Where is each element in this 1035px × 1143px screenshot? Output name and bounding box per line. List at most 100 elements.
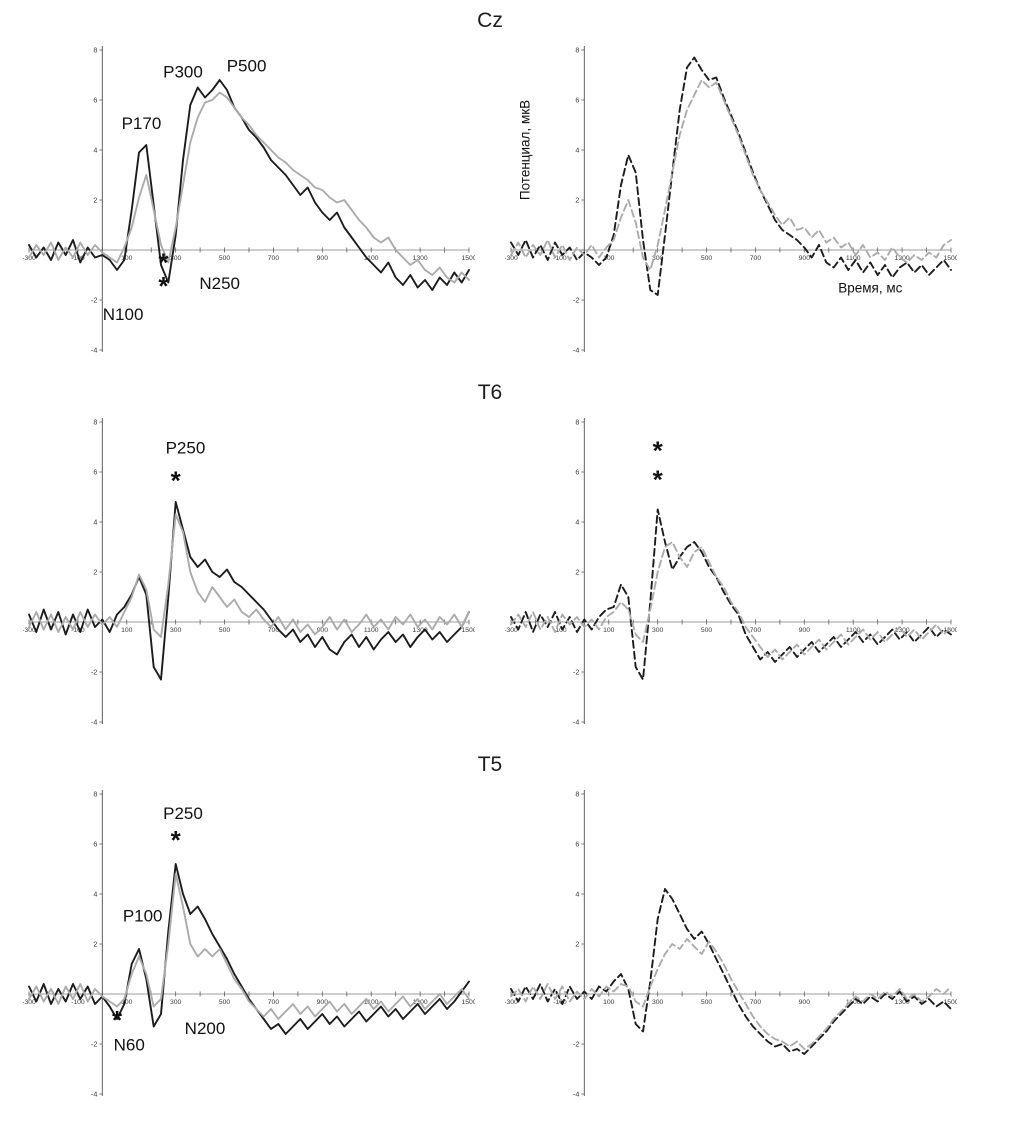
significance-asterisk: * bbox=[171, 466, 182, 496]
y-tick-label: 8 bbox=[93, 417, 97, 426]
y-tick-label: 2 bbox=[93, 939, 97, 948]
x-tick-label: -300 bbox=[23, 627, 36, 634]
x-tick-label: 900 bbox=[317, 627, 329, 634]
t6-left-series-black bbox=[28, 501, 470, 681]
annotation-label: P170 bbox=[122, 114, 162, 133]
t6-right-plot: -300 -100 100 300 500 700 900 1100 1300 15008642-… bbox=[504, 417, 959, 726]
cz-left-series-gray bbox=[28, 91, 470, 284]
y-tick-label: -2 bbox=[91, 1039, 97, 1048]
chart-cz-right: -300 -100 100 300 500 700 900 1100 1300 1500 8 6 4 2-… bbox=[504, 38, 959, 370]
t5-left-plot: -300 -100 100 300 500 700 900 1100 1300 15008642-… bbox=[22, 789, 477, 1098]
x-tick-label: 1100 bbox=[364, 999, 379, 1006]
cz-right-plot: -300 -100 100 300 500 700 900 1100 1300 15008642-… bbox=[504, 45, 959, 354]
x-tick-label: 1100 bbox=[364, 627, 379, 634]
y-tick-label: 4 bbox=[575, 517, 579, 526]
x-tick-label: 900 bbox=[799, 999, 811, 1006]
x-tick-label: 700 bbox=[268, 255, 280, 262]
y-tick-label: 6 bbox=[575, 839, 579, 848]
x-tick-label: 900 bbox=[799, 627, 811, 634]
x-tick-label: 1500 bbox=[943, 999, 957, 1006]
y-tick-label: -4 bbox=[91, 345, 97, 354]
x-tick-label: 300 bbox=[170, 999, 182, 1006]
x-tick-label: 1500 bbox=[943, 627, 957, 634]
x-tick-label: 100 bbox=[603, 999, 615, 1006]
annotation-label: N100 bbox=[103, 305, 144, 324]
t6-right-series-black bbox=[510, 508, 952, 681]
chart-t6-left: -300 -100 100 300 500 700 900 1100 1300 1500 8 6 4 2 -… bbox=[22, 410, 477, 742]
y-tick-label: -4 bbox=[573, 345, 579, 354]
y-tick-label: 2 bbox=[93, 195, 97, 204]
y-tick-label: -4 bbox=[91, 1089, 97, 1098]
y-tick-label: 2 bbox=[575, 567, 579, 576]
t6-left-plot: -300 -100 100 300 500 700 900 1100 1300 1500 8 6 4 2 -… bbox=[22, 417, 477, 726]
y-tick-label: 2 bbox=[575, 939, 579, 948]
x-tick-label: 700 bbox=[268, 627, 280, 634]
x-tick-label: 100 bbox=[603, 255, 615, 262]
x-tick-label: 100 bbox=[121, 627, 133, 634]
y-tick-label: -2 bbox=[573, 295, 579, 304]
x-tick-label: 500 bbox=[701, 999, 713, 1006]
x-tick-label: 1100 bbox=[846, 627, 861, 634]
x-tick-label: 300 bbox=[170, 627, 182, 634]
y-tick-label: 8 bbox=[575, 45, 579, 54]
x-tick-label: -100 bbox=[553, 999, 567, 1006]
x-tick-label: 1100 bbox=[846, 255, 861, 262]
annotation-label: N200 bbox=[185, 1019, 226, 1038]
annotation-label: Потенциал, мкВ bbox=[517, 100, 532, 200]
panels-t6: -300 -100 100 300 500 700 900 1100 1300 1500 8 6 4 2 -… bbox=[0, 410, 1035, 742]
y-tick-label: 4 bbox=[575, 889, 579, 898]
row-t6: T6 -300 -100 100 300 500 700 900 1100 1300 1500 8 6… bbox=[0, 376, 1035, 742]
y-tick-label: 6 bbox=[93, 839, 97, 848]
panel-title-t5: T5 bbox=[477, 753, 503, 776]
y-tick-label: -2 bbox=[573, 1039, 579, 1048]
x-tick-label: 300 bbox=[652, 255, 664, 262]
annotation-label: N250 bbox=[199, 274, 240, 293]
y-tick-label: 4 bbox=[93, 517, 97, 526]
cz-left-plot: -300 -100 100 300 500 700 900 1100 1300 1500 8 6 4 2 -… bbox=[22, 45, 477, 354]
chart-t6-right: -300 -100 100 300 500 700 900 1100 1300 1500 8 6 4 2-… bbox=[504, 410, 959, 742]
x-tick-label: 100 bbox=[121, 255, 133, 262]
x-tick-label: -100 bbox=[553, 627, 567, 634]
t6-right-series-gray bbox=[510, 541, 952, 661]
cz-left-series-black bbox=[28, 79, 470, 291]
y-tick-label: -2 bbox=[91, 295, 97, 304]
x-tick-label: 300 bbox=[652, 627, 664, 634]
x-tick-label: 500 bbox=[219, 255, 231, 262]
y-tick-label: -2 bbox=[91, 667, 97, 676]
x-tick-label: -100 bbox=[71, 999, 85, 1006]
y-tick-label: 6 bbox=[575, 467, 579, 476]
x-tick-label: 1300 bbox=[413, 255, 428, 262]
erp-figure: Cz -300 -100 100 300 500 700 900 1100 1300 1500 8 6… bbox=[0, 9, 1035, 1114]
panel-title-cz: Cz bbox=[477, 9, 503, 32]
row-t5: T5 -300 -100 100 300 500 700 900 1100 1300 1500 8 6… bbox=[0, 748, 1035, 1114]
y-tick-label: 6 bbox=[93, 95, 97, 104]
x-tick-label: 1300 bbox=[413, 627, 428, 634]
x-tick-label: 700 bbox=[750, 255, 762, 262]
t5-right-series-black bbox=[510, 888, 952, 1055]
x-tick-label: 700 bbox=[750, 999, 762, 1006]
x-tick-label: 900 bbox=[317, 255, 329, 262]
significance-asterisk: * bbox=[112, 1005, 123, 1035]
annotation-label: P300 bbox=[163, 63, 203, 82]
y-tick-label: -4 bbox=[91, 717, 97, 726]
y-tick-label: 6 bbox=[93, 467, 97, 476]
significance-asterisk: * bbox=[158, 271, 169, 301]
y-tick-label: -4 bbox=[573, 717, 579, 726]
y-tick-label: -4 bbox=[573, 1089, 579, 1098]
x-tick-label: 500 bbox=[219, 999, 231, 1006]
panels-t5: -300 -100 100 300 500 700 900 1100 1300 1500 8 6 4 2 -… bbox=[0, 782, 1035, 1114]
x-tick-label: 700 bbox=[750, 627, 762, 634]
x-tick-label: 100 bbox=[603, 627, 615, 634]
y-tick-label: -2 bbox=[573, 667, 579, 676]
x-tick-label: 900 bbox=[317, 999, 329, 1006]
x-tick-label: -300 bbox=[505, 627, 518, 634]
x-tick-label: 1300 bbox=[895, 999, 910, 1006]
chart-cz-left: -300 -100 100 300 500 700 900 1100 1300 1500 8 6 4 2 -… bbox=[22, 38, 477, 370]
x-tick-label: 100 bbox=[121, 999, 133, 1006]
x-tick-label: -300 bbox=[23, 255, 36, 262]
x-tick-label: 1500 bbox=[461, 255, 475, 262]
y-tick-label: 4 bbox=[93, 145, 97, 154]
annotation-label: P250 bbox=[163, 804, 203, 823]
x-tick-label: 500 bbox=[701, 627, 713, 634]
y-tick-label: 8 bbox=[575, 417, 579, 426]
